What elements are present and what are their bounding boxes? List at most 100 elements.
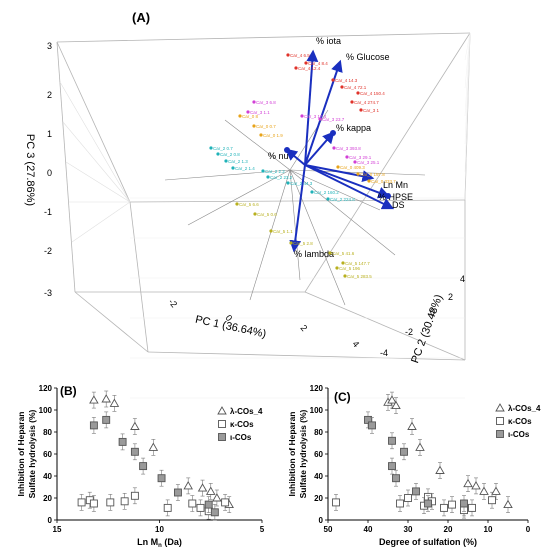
legend-label: κ-COs [230, 420, 254, 429]
y-tick-label: 100 [39, 406, 53, 415]
grid-line [464, 32, 471, 145]
grid-line [62, 121, 131, 203]
panel-label: (B) [60, 384, 77, 398]
x-axis-title-subscript: n [158, 543, 162, 549]
data-point [173, 488, 182, 497]
box-edge [129, 201, 149, 353]
sample-point [345, 155, 349, 159]
y-tick-label: 100 [310, 406, 324, 415]
grid-line [59, 81, 131, 203]
sample-label: Car_3 1 [363, 108, 380, 113]
data-point [503, 499, 513, 509]
pc3-tick-label: 0 [47, 168, 52, 178]
box-edge [56, 41, 76, 293]
data-point [163, 503, 172, 512]
y-tick-label: 40 [314, 472, 323, 481]
grid-line [464, 32, 471, 173]
sample-label: Car_4 150.4 [360, 91, 385, 96]
sample-label: Car_5 2.8 [293, 241, 313, 246]
y-tick-label: 120 [39, 384, 53, 393]
box-edge [304, 291, 466, 361]
loading-vector [304, 164, 391, 199]
gray-loading-line [289, 169, 301, 281]
x-axis-title-main: Degree of sulfation (%) [379, 537, 477, 547]
sample-label: Car_2 0.7 [213, 146, 233, 151]
loading-vector [304, 164, 375, 183]
sample-point [326, 197, 330, 201]
grid-line [71, 201, 131, 243]
data-point [118, 437, 127, 446]
pc1-tick-label: 0 [223, 313, 234, 323]
pc2-tick-label: -2 [405, 327, 413, 337]
x-axis-title-main: Ln M [137, 537, 158, 547]
loading-vector-label: DS [392, 200, 405, 210]
box-edge [56, 32, 471, 43]
x-tick-label: 40 [364, 525, 373, 534]
gray-loading-line [187, 169, 291, 226]
data-point [212, 493, 222, 502]
sample-label: Car_4 6.5 [290, 53, 310, 58]
loading-vector [304, 49, 319, 166]
sample-label: Car_2 44.3 [290, 181, 313, 186]
vector-dot [330, 130, 336, 136]
loading-vector-label: % iota [316, 36, 341, 46]
sample-point [224, 159, 228, 163]
data-point [440, 503, 448, 512]
data-point [157, 474, 166, 483]
data-point [109, 398, 120, 407]
sample-label: Car_5 1.1 [273, 229, 293, 234]
legend-label: ι-COs [230, 433, 252, 442]
sample-point [336, 165, 340, 169]
y-axis-title-line: Inhibition of Heparan [287, 412, 297, 497]
sample-label: Car_4 72.1 [344, 85, 367, 90]
data-point [197, 483, 208, 492]
loading-vector [289, 164, 306, 253]
legend-marker [218, 433, 226, 441]
data-point [387, 395, 397, 404]
x-tick-label: 10 [155, 525, 164, 534]
sample-point [304, 61, 308, 65]
legend-label: ι-COs [508, 430, 530, 439]
sample-label: Car_2 2.2 [265, 169, 285, 174]
data-point [332, 498, 340, 507]
data-point [392, 474, 400, 483]
y-tick-label: 120 [310, 384, 324, 393]
data-point [463, 478, 473, 488]
box-edge [56, 41, 131, 203]
pc2-tick-label: 2 [448, 292, 453, 302]
data-point [139, 462, 148, 471]
y-axis-title: Inhibition of HeparanSulfate hydrolysis … [287, 409, 308, 498]
sample-point [238, 114, 242, 118]
sample-point [252, 100, 256, 104]
sample-point [318, 117, 322, 121]
data-point [491, 486, 501, 495]
vector-dot [385, 193, 391, 199]
panel-label: (C) [334, 390, 351, 404]
sample-point [300, 114, 304, 118]
sample-point [310, 190, 314, 194]
legend-marker [496, 430, 504, 438]
pc3-tick-label: 2 [47, 90, 52, 100]
sample-label: Car_3 1.1 [250, 110, 270, 115]
y-tick-label: 60 [43, 450, 52, 459]
pc2-axis-title: PC 2 (30.48%) [409, 293, 445, 365]
pc3-tick-label: 1 [47, 129, 52, 139]
box-edge [129, 199, 466, 203]
data-point [388, 436, 396, 445]
x-axis-title: Degree of sulfation (%) [379, 537, 477, 547]
data-point [89, 499, 98, 508]
sample-label: Car_5 6.6 [239, 202, 259, 207]
x-axis-title: Ln Mn (Da) [137, 537, 182, 549]
sample-label: Car_4 274.7 [354, 100, 379, 105]
data-point [204, 500, 213, 509]
loading-vector-label: Ln Mn [383, 180, 408, 190]
data-point [221, 498, 230, 507]
loading-vector-label: % lambda [294, 249, 334, 259]
x-axis-title-unit: (Da) [162, 537, 182, 547]
sample-point [289, 241, 293, 245]
vector-dot [284, 147, 290, 153]
data-point [130, 491, 139, 500]
sample-point [261, 169, 265, 173]
sample-label: Car_3 17.4 [304, 114, 327, 119]
